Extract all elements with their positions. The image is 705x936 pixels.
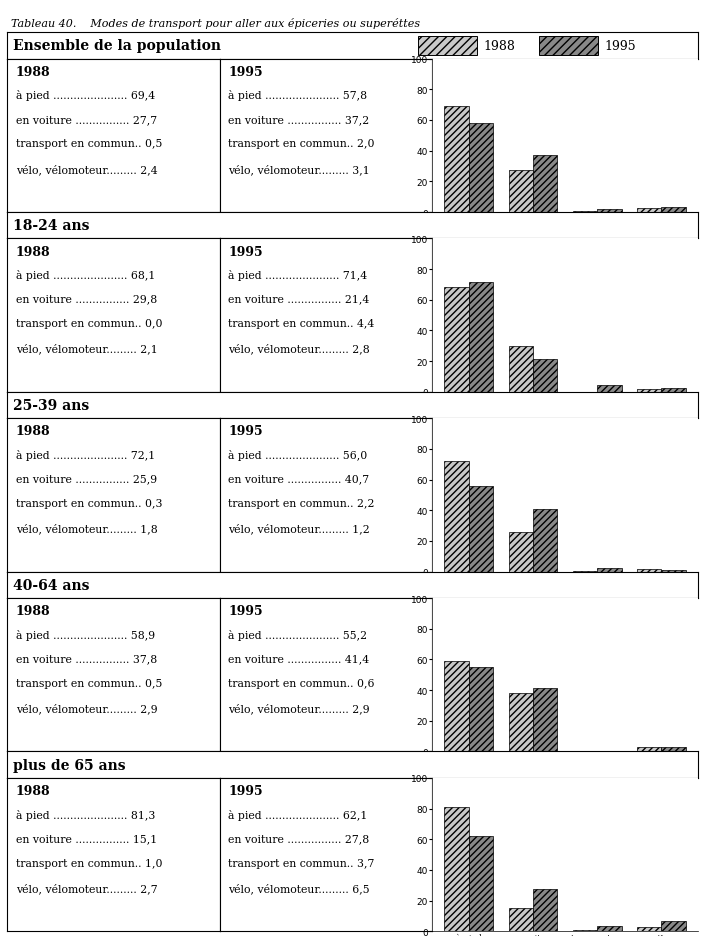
Bar xyxy=(539,37,598,55)
Text: transport en commun.. 4,4: transport en commun.. 4,4 xyxy=(228,319,374,329)
Text: vélo, vélomoteur......... 3,1: vélo, vélomoteur......... 3,1 xyxy=(228,164,370,174)
Bar xyxy=(637,747,661,752)
Bar xyxy=(444,662,469,752)
Text: en voiture ................ 37,8: en voiture ................ 37,8 xyxy=(16,653,157,664)
Text: 1995: 1995 xyxy=(228,66,263,79)
Text: à pied ...................... 69,4: à pied ...................... 69,4 xyxy=(16,90,154,101)
Text: 1995: 1995 xyxy=(228,245,263,258)
Text: 1995: 1995 xyxy=(228,425,263,438)
Bar xyxy=(444,107,469,212)
Text: à pied ...................... 55,2: à pied ...................... 55,2 xyxy=(228,629,367,640)
Text: 18-24 ans: 18-24 ans xyxy=(13,219,89,233)
Bar xyxy=(469,124,493,212)
Bar xyxy=(533,359,558,392)
Bar xyxy=(661,921,686,931)
Text: à pied ...................... 81,3: à pied ...................... 81,3 xyxy=(16,809,155,820)
Text: en voiture ................ 25,9: en voiture ................ 25,9 xyxy=(16,474,157,484)
Bar xyxy=(469,283,493,392)
Text: transport en commun.. 1,0: transport en commun.. 1,0 xyxy=(16,857,162,868)
Text: vélo, vélomoteur......... 2,9: vélo, vélomoteur......... 2,9 xyxy=(228,703,369,713)
Bar xyxy=(418,37,477,55)
Bar xyxy=(533,888,558,931)
Text: vélo, vélomoteur......... 2,1: vélo, vélomoteur......... 2,1 xyxy=(16,344,157,354)
Bar xyxy=(661,208,686,212)
Text: vélo, vélomoteur......... 2,7: vélo, vélomoteur......... 2,7 xyxy=(16,883,157,893)
Bar xyxy=(637,928,661,931)
Text: 1995: 1995 xyxy=(228,784,263,797)
Text: vélo, vélomoteur......... 2,4: vélo, vélomoteur......... 2,4 xyxy=(16,164,157,174)
Text: 1988: 1988 xyxy=(16,66,50,79)
Text: 1988: 1988 xyxy=(16,784,50,797)
Bar xyxy=(597,926,622,931)
Text: 1988: 1988 xyxy=(16,245,50,258)
Text: en voiture ................ 15,1: en voiture ................ 15,1 xyxy=(16,833,157,843)
Bar xyxy=(533,510,558,572)
Text: transport en commun.. 0,0: transport en commun.. 0,0 xyxy=(16,319,162,329)
Text: Ensemble de la population: Ensemble de la population xyxy=(13,39,221,53)
Bar xyxy=(572,929,597,931)
Text: transport en commun.. 2,0: transport en commun.. 2,0 xyxy=(228,139,374,149)
Bar xyxy=(444,807,469,931)
Bar xyxy=(637,209,661,212)
Text: Tableau 40.    Modes de transport pour aller aux épiceries ou superéttes: Tableau 40. Modes de transport pour alle… xyxy=(11,18,419,29)
Text: à pied ...................... 68,1: à pied ...................... 68,1 xyxy=(16,270,155,281)
Text: en voiture ................ 29,8: en voiture ................ 29,8 xyxy=(16,294,157,304)
Text: transport en commun.. 2,2: transport en commun.. 2,2 xyxy=(228,499,374,508)
Bar xyxy=(469,486,493,572)
Bar xyxy=(469,836,493,931)
Bar xyxy=(444,461,469,572)
Text: vélo, vélomoteur......... 1,2: vélo, vélomoteur......... 1,2 xyxy=(228,523,370,534)
Bar xyxy=(661,570,686,572)
Bar xyxy=(661,388,686,392)
Bar xyxy=(533,688,558,752)
Text: en voiture ................ 21,4: en voiture ................ 21,4 xyxy=(228,294,369,304)
Text: vélo, vélomoteur......... 6,5: vélo, vélomoteur......... 6,5 xyxy=(228,883,369,893)
Text: en voiture ................ 27,7: en voiture ................ 27,7 xyxy=(16,115,157,124)
Text: à pied ...................... 62,1: à pied ...................... 62,1 xyxy=(228,809,367,820)
Bar xyxy=(508,170,533,212)
Bar xyxy=(597,210,622,212)
Bar xyxy=(508,908,533,931)
Text: 1988: 1988 xyxy=(16,425,50,438)
Text: transport en commun.. 0,5: transport en commun.. 0,5 xyxy=(16,678,162,688)
Text: 1988: 1988 xyxy=(16,605,50,618)
Text: 1988: 1988 xyxy=(484,40,515,52)
Bar xyxy=(508,533,533,572)
Text: à pied ...................... 58,9: à pied ...................... 58,9 xyxy=(16,629,154,640)
Text: 1995: 1995 xyxy=(228,605,263,618)
Text: en voiture ................ 41,4: en voiture ................ 41,4 xyxy=(228,653,369,664)
Text: transport en commun.. 0,3: transport en commun.. 0,3 xyxy=(16,499,162,508)
Text: 1995: 1995 xyxy=(605,40,637,52)
Text: vélo, vélomoteur......... 2,8: vélo, vélomoteur......... 2,8 xyxy=(228,344,370,354)
Bar xyxy=(637,569,661,572)
Bar xyxy=(444,288,469,392)
Bar xyxy=(637,389,661,392)
Text: en voiture ................ 40,7: en voiture ................ 40,7 xyxy=(228,474,369,484)
Bar xyxy=(597,386,622,392)
Text: vélo, vélomoteur......... 2,9: vélo, vélomoteur......... 2,9 xyxy=(16,703,157,713)
Bar xyxy=(508,346,533,392)
Text: plus de 65 ans: plus de 65 ans xyxy=(13,758,125,772)
Text: à pied ...................... 71,4: à pied ...................... 71,4 xyxy=(228,270,367,281)
Text: en voiture ................ 27,8: en voiture ................ 27,8 xyxy=(228,833,369,843)
Bar xyxy=(508,694,533,752)
Text: 25-39 ans: 25-39 ans xyxy=(13,399,89,413)
Text: en voiture ................ 37,2: en voiture ................ 37,2 xyxy=(228,115,369,124)
Text: transport en commun.. 0,5: transport en commun.. 0,5 xyxy=(16,139,162,149)
Text: transport en commun.. 3,7: transport en commun.. 3,7 xyxy=(228,857,374,868)
Bar xyxy=(469,667,493,752)
Bar xyxy=(533,155,558,212)
Text: transport en commun.. 0,6: transport en commun.. 0,6 xyxy=(228,678,374,688)
Text: à pied ...................... 57,8: à pied ...................... 57,8 xyxy=(228,90,367,101)
Bar xyxy=(597,569,622,572)
Text: vélo, vélomoteur......... 1,8: vélo, vélomoteur......... 1,8 xyxy=(16,523,157,534)
Text: à pied ...................... 72,1: à pied ...................... 72,1 xyxy=(16,449,155,461)
Text: à pied ...................... 56,0: à pied ...................... 56,0 xyxy=(228,449,367,461)
Bar xyxy=(661,747,686,752)
Text: 40-64 ans: 40-64 ans xyxy=(13,578,89,592)
